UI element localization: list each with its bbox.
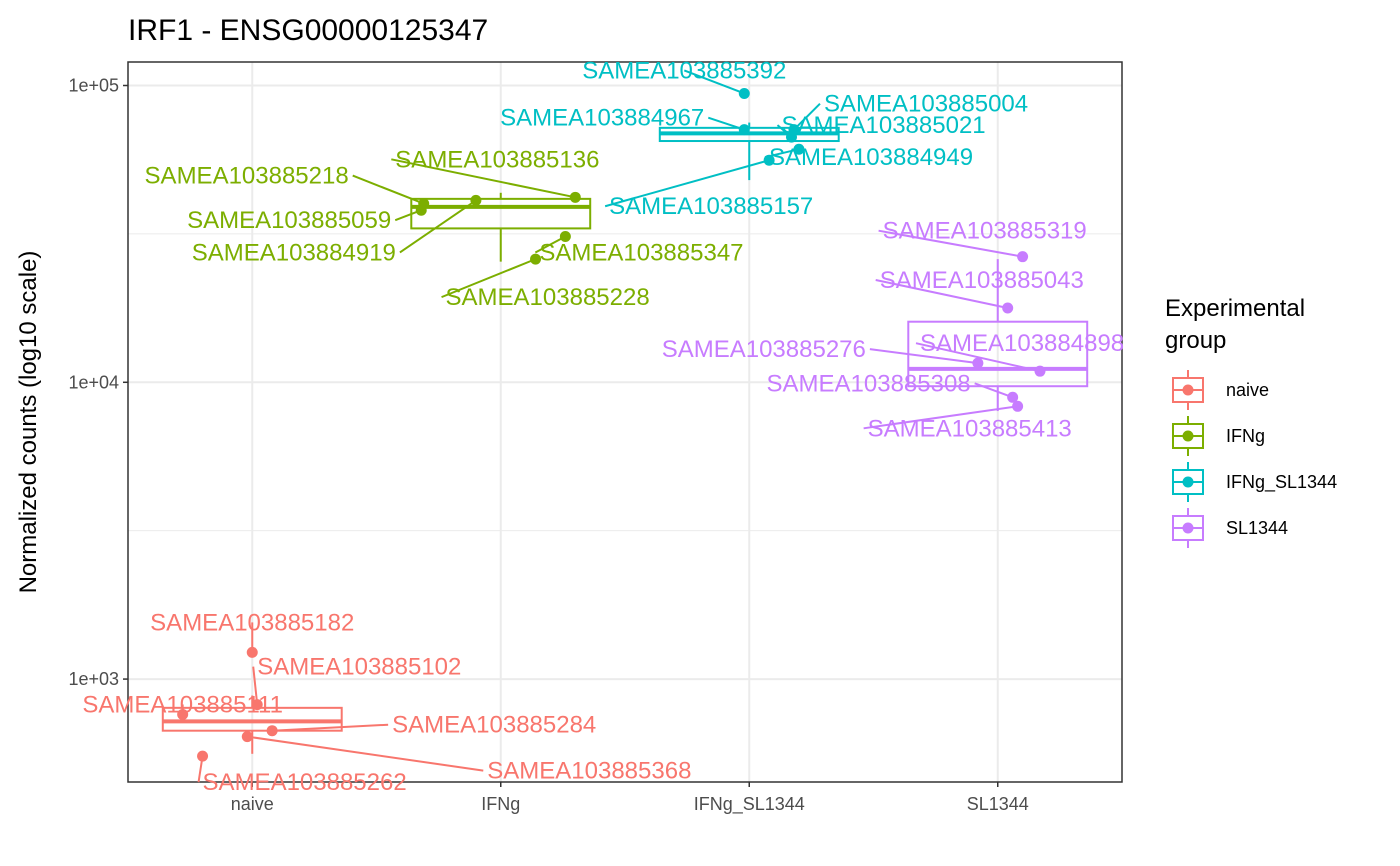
legend-key xyxy=(1172,508,1204,548)
legend-label: naive xyxy=(1226,380,1269,400)
legend-label: IFNg xyxy=(1226,426,1265,446)
label-leader-line xyxy=(272,723,389,732)
point-label: SAMEA103885043 xyxy=(880,267,1084,294)
point-label: SAMEA103885276 xyxy=(662,336,866,363)
label-leader-line xyxy=(793,102,821,131)
point-label: SAMEA103885413 xyxy=(868,415,1072,442)
x-tick-label: IFNg xyxy=(481,794,520,814)
label-leader-line xyxy=(441,258,536,299)
label-leader-line xyxy=(869,348,978,365)
y-tick-label: 1e+04 xyxy=(68,372,119,392)
legend-title: group xyxy=(1165,327,1226,354)
point-label: SAMEA103885262 xyxy=(203,769,407,796)
point-label: SAMEA103885218 xyxy=(145,163,349,190)
panel-border xyxy=(127,61,1123,783)
label-leader-line xyxy=(604,159,770,208)
x-tick-label: IFNg_SL1344 xyxy=(694,794,805,815)
label-leader-line xyxy=(915,342,1041,373)
label-leader-line xyxy=(863,405,1018,430)
x-tick-label: naive xyxy=(231,794,274,814)
label-leader-line xyxy=(394,209,422,222)
legend-key xyxy=(1172,416,1204,456)
plot-panel xyxy=(127,61,1123,783)
legend: Experimental group naive IFNg IFNg_SL1344 SL1… xyxy=(1165,295,1337,548)
panel-background xyxy=(128,62,1122,782)
label-leader-line xyxy=(683,69,745,95)
point-label: SAMEA103885059 xyxy=(187,207,391,234)
point-label: SAMEA103884919 xyxy=(192,239,396,266)
point-label: SAMEA103885319 xyxy=(883,218,1087,245)
point-label: SAMEA103885136 xyxy=(395,146,599,173)
legend-key-point xyxy=(1182,430,1194,442)
legend-label: SL1344 xyxy=(1226,518,1288,538)
label-leader-line xyxy=(247,735,484,772)
legend-title: Experimental xyxy=(1165,295,1305,322)
point-label: SAMEA103885228 xyxy=(446,284,650,311)
legend-key-point xyxy=(1182,522,1194,534)
point-label: SAMEA103885004 xyxy=(824,91,1028,118)
point-label: SAMEA103885021 xyxy=(781,112,985,139)
legend-key xyxy=(1172,370,1204,410)
label-leader-line xyxy=(197,755,204,783)
point-label: SAMEA103885347 xyxy=(539,239,743,266)
y-axis: 1e+03 1e+04 1e+05 xyxy=(68,76,128,689)
group-SL1344: SAMEA103885319 SAMEA103885043 SAMEA1038848… xyxy=(662,218,1124,443)
group-IFNg: SAMEA103885218 SAMEA103885136 SAMEA1038850… xyxy=(145,146,744,311)
group-layers: SAMEA103885182 SAMEA103885102 SAMEA1038851… xyxy=(82,57,1124,796)
y-tick-label: 1e+03 xyxy=(68,669,119,689)
x-axis: naive IFNg IFNg_SL1344 SL1344 xyxy=(231,782,1029,815)
label-leader-line xyxy=(878,229,1023,258)
point-label: SAMEA103885111 xyxy=(82,691,283,718)
label-leader-line xyxy=(252,666,259,705)
group-IFNg_SL1344: SAMEA103885392 SAMEA103885004 SAMEA1038849… xyxy=(500,57,1028,220)
label-leader-line xyxy=(875,278,1008,309)
point-label: SAMEA103885182 xyxy=(150,609,354,636)
chart-title: IRF1 - ENSG00000125347 xyxy=(128,14,488,47)
legend-key-point xyxy=(1182,384,1194,396)
legend-key-point xyxy=(1182,476,1194,488)
point-label: SAMEA103884949 xyxy=(769,144,973,171)
box xyxy=(161,706,343,732)
point-label: SAMEA103885392 xyxy=(582,57,786,84)
y-axis-title: Normalized counts (log10 scale) xyxy=(15,251,42,594)
point-label: SAMEA103885284 xyxy=(392,712,596,739)
label-leader-line xyxy=(534,235,566,254)
point-label: SAMEA103885368 xyxy=(487,758,691,785)
label-leader-line xyxy=(391,158,576,199)
point-label: SAMEA103885102 xyxy=(257,654,461,681)
x-tick-label: SL1344 xyxy=(967,794,1029,814)
group-naive: SAMEA103885182 SAMEA103885102 SAMEA1038851… xyxy=(82,609,691,796)
point-label: SAMEA103884898 xyxy=(920,330,1124,357)
label-leader-line xyxy=(974,382,1014,399)
label-leader-line xyxy=(399,199,477,254)
label-leader-line xyxy=(776,124,793,138)
label-leader-line xyxy=(352,174,425,205)
point-label: SAMEA103885308 xyxy=(767,370,971,397)
point-label: SAMEA103884967 xyxy=(500,105,704,132)
label-leader-line xyxy=(707,116,745,131)
y-tick-label: 1e+05 xyxy=(68,76,119,96)
legend-key xyxy=(1172,462,1204,502)
point-label: SAMEA103885157 xyxy=(609,193,813,220)
legend-label: IFNg_SL1344 xyxy=(1226,472,1337,493)
